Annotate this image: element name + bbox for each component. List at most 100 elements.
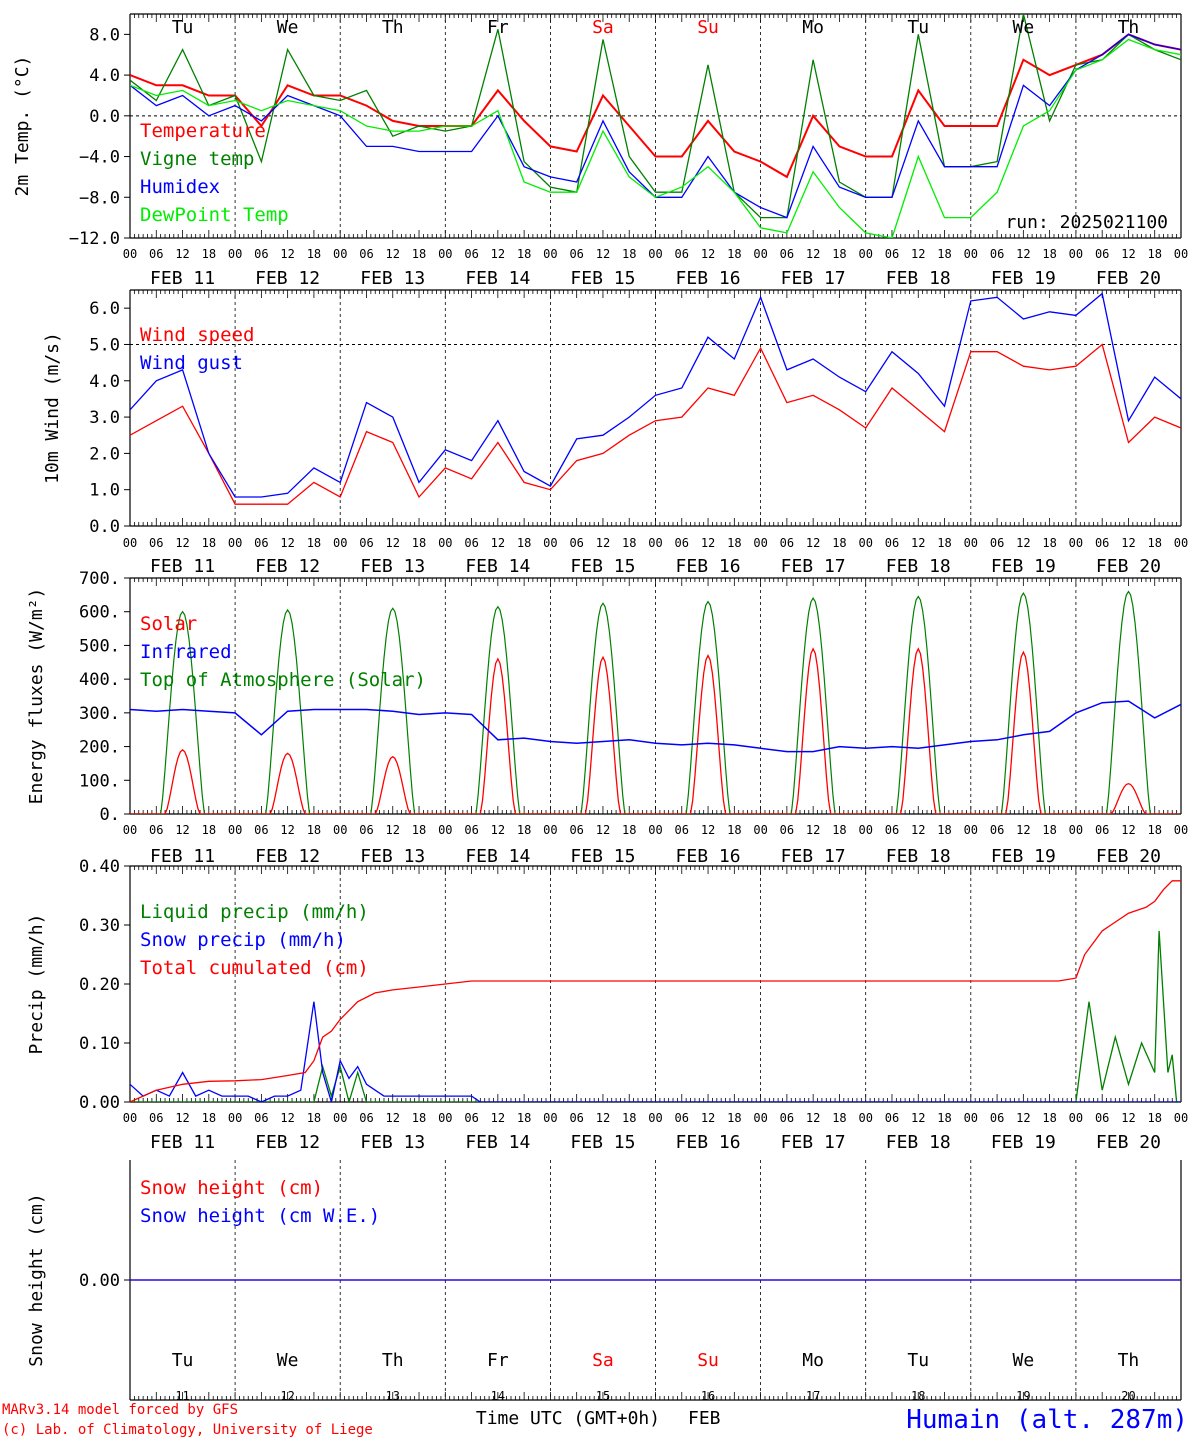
- y-tick-label: 600.: [79, 603, 120, 623]
- weekday-label: Mo: [802, 1350, 824, 1371]
- date-label: FEB 12: [255, 1132, 320, 1153]
- date-label: FEB 13: [360, 846, 425, 867]
- legend-entry: Snow height (cm W.E.): [140, 1205, 380, 1227]
- weekday-label: Th: [1118, 17, 1140, 38]
- date-label: FEB 11: [150, 1132, 215, 1153]
- hour-tick-label: 18: [412, 247, 426, 261]
- hour-tick-label: 00: [228, 247, 242, 261]
- hour-tick-label: 06: [1095, 247, 1109, 261]
- hour-tick-label: 18: [832, 1111, 846, 1125]
- hour-tick-label: 00: [753, 823, 767, 837]
- hour-tick-label: 06: [254, 536, 268, 550]
- hour-tick-label: 18: [1042, 247, 1056, 261]
- hour-tick-label: 18: [1042, 823, 1056, 837]
- hour-tick-label: 18: [1147, 247, 1161, 261]
- date-label: FEB 18: [886, 556, 951, 577]
- hour-tick-label: 00: [228, 823, 242, 837]
- date-label: FEB 12: [255, 846, 320, 867]
- hour-tick-label: 06: [675, 247, 689, 261]
- hour-tick-label: 12: [386, 536, 400, 550]
- y-tick-label: 3.0: [89, 408, 120, 428]
- y-tick-label: 400.: [79, 670, 120, 690]
- date-label: FEB 19: [991, 846, 1056, 867]
- hour-tick-label: 18: [622, 536, 636, 550]
- date-label: FEB 18: [886, 268, 951, 289]
- hour-tick-label: 18: [937, 823, 951, 837]
- series-line-1: [130, 33, 1181, 179]
- hour-tick-label: 06: [254, 247, 268, 261]
- weekday-label: We: [1013, 1350, 1035, 1371]
- month-label: FEB: [688, 1408, 721, 1429]
- y-axis-label: Precip (mm/h): [26, 914, 47, 1055]
- y-tick-label: 0.40: [79, 857, 120, 877]
- series-line-2: [130, 292, 1181, 498]
- hour-tick-label: 00: [648, 536, 662, 550]
- run-annotation: run: 2025021100: [1005, 212, 1168, 233]
- hour-tick-label: 12: [280, 1111, 294, 1125]
- date-label: FEB 11: [150, 846, 215, 867]
- hour-tick-label: 18: [832, 536, 846, 550]
- weekday-label: Su: [697, 1350, 719, 1371]
- y-tick-label: 4.0: [89, 372, 120, 392]
- weekday-label: We: [1013, 17, 1035, 38]
- hour-tick-label: 18: [412, 1111, 426, 1125]
- plot-area: [130, 292, 1181, 505]
- hour-tick-label: 00: [1174, 1111, 1188, 1125]
- hour-tick-label: 00: [333, 247, 347, 261]
- y-tick-label: 0.30: [79, 916, 120, 936]
- hour-tick-label: 18: [1042, 1111, 1056, 1125]
- hour-tick-label: 06: [1095, 1111, 1109, 1125]
- hour-tick-label: 06: [569, 823, 583, 837]
- series-line-3: [130, 880, 1181, 1102]
- solar-line: [130, 647, 1179, 814]
- hour-tick-label: 18: [517, 536, 531, 550]
- y-axis-label: Energy fluxes (W/m²): [26, 588, 47, 805]
- hour-tick-label: 06: [885, 1111, 899, 1125]
- weekday-label: We: [277, 1350, 299, 1371]
- hour-tick-label: 00: [1069, 1111, 1083, 1125]
- hour-tick-label: 06: [1095, 823, 1109, 837]
- date-label: FEB 13: [360, 268, 425, 289]
- hour-tick-label: 00: [333, 536, 347, 550]
- weekday-label: Sa: [592, 17, 614, 38]
- hour-tick-label: 12: [911, 247, 925, 261]
- hour-tick-label: 12: [491, 1111, 505, 1125]
- date-label: FEB 20: [1096, 556, 1161, 577]
- hour-tick-label: 06: [675, 536, 689, 550]
- date-label: FEB 19: [991, 556, 1056, 577]
- hour-tick-label: 18: [1042, 536, 1056, 550]
- legend-entry: Vigne temp: [140, 148, 254, 170]
- hour-tick-label: 18: [517, 247, 531, 261]
- hour-tick-label: 00: [1174, 823, 1188, 837]
- y-tick-label: 4.0: [89, 66, 120, 86]
- day-number-label: 14: [491, 1389, 505, 1403]
- y-tick-label: 0.10: [79, 1034, 120, 1054]
- y-tick-label: 500.: [79, 636, 120, 656]
- date-label: FEB 20: [1096, 268, 1161, 289]
- date-label: FEB 15: [570, 268, 635, 289]
- hour-tick-label: 18: [202, 1111, 216, 1125]
- y-tick-label: −4.0: [79, 148, 120, 168]
- hour-tick-label: 12: [386, 823, 400, 837]
- y-tick-label: 0.: [100, 805, 120, 825]
- hour-tick-label: 00: [123, 823, 137, 837]
- y-tick-label: −8.0: [79, 188, 120, 208]
- weekday-label: Tu: [907, 1350, 929, 1371]
- hour-tick-label: 06: [780, 536, 794, 550]
- date-label: FEB 13: [360, 1132, 425, 1153]
- hour-tick-label: 12: [701, 247, 715, 261]
- hour-tick-label: 06: [885, 536, 899, 550]
- date-label: FEB 16: [676, 846, 741, 867]
- credit-line-1: MARv3.14 model forced by GFS: [2, 1402, 238, 1418]
- weekday-label: Fr: [487, 17, 509, 38]
- y-tick-label: 200.: [79, 738, 120, 758]
- weekday-label: Sa: [592, 1350, 614, 1371]
- y-tick-label: 8.0: [89, 25, 120, 45]
- hour-tick-label: 12: [911, 823, 925, 837]
- hour-tick-label: 00: [858, 823, 872, 837]
- hour-tick-label: 06: [149, 1111, 163, 1125]
- date-label: FEB 18: [886, 1132, 951, 1153]
- hour-tick-label: 00: [1069, 247, 1083, 261]
